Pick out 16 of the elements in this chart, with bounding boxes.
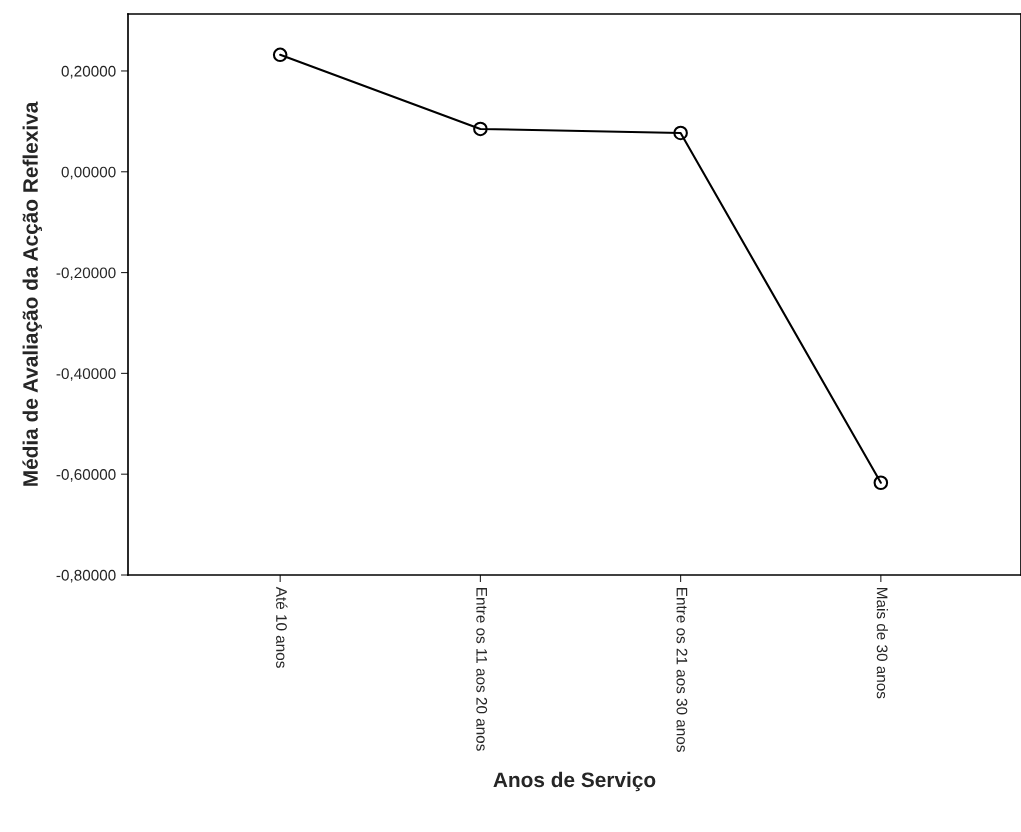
point	[873, 475, 889, 491]
y-tick-label: -0,80000	[56, 569, 116, 583]
x-tick-label: Entre os 21 aos 30 anos	[676, 588, 688, 752]
y-tick-label: -0,60000	[56, 469, 116, 482]
y-tick-label: -0,40000	[56, 368, 116, 381]
y-tick-label: -0,20000	[56, 267, 116, 281]
point	[673, 125, 688, 141]
y-axis-title: Média de Avaliação da Acção Reflexiva	[22, 101, 42, 486]
x-axis-title: Anos de Serviço	[493, 771, 656, 792]
y-tick-label: 0,00000	[61, 166, 116, 180]
y-tick-label: 0,20000	[61, 65, 116, 79]
x-tick-label: Até 10 anos	[276, 586, 288, 668]
point	[272, 47, 288, 63]
x-tick-label: Entre os 11 aos 20 anos	[476, 588, 488, 751]
x-tick-label: Mais de 30 anos	[876, 588, 888, 699]
point	[473, 121, 488, 137]
